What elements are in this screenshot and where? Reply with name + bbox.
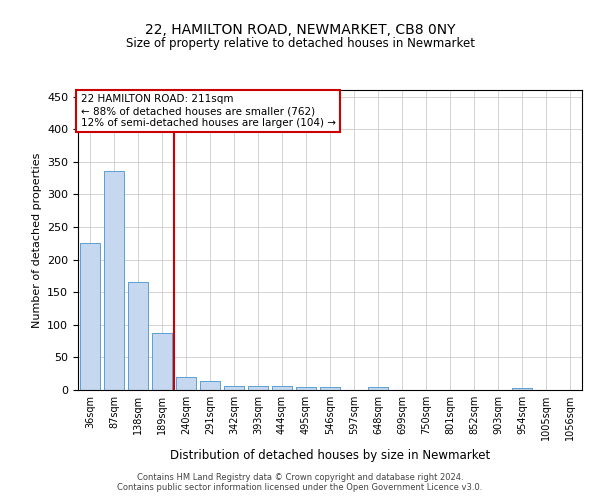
Bar xyxy=(320,386,340,390)
Text: Contains HM Land Registry data © Crown copyright and database right 2024.: Contains HM Land Registry data © Crown c… xyxy=(137,472,463,482)
Bar xyxy=(104,171,124,390)
Text: Size of property relative to detached houses in Newmarket: Size of property relative to detached ho… xyxy=(125,38,475,51)
Bar xyxy=(80,244,100,390)
Bar xyxy=(512,388,532,390)
Y-axis label: Number of detached properties: Number of detached properties xyxy=(32,152,41,328)
Bar xyxy=(176,377,196,390)
Bar xyxy=(224,386,244,390)
Bar xyxy=(272,386,292,390)
Bar xyxy=(128,282,148,390)
Text: Contains public sector information licensed under the Open Government Licence v3: Contains public sector information licen… xyxy=(118,484,482,492)
Text: 22, HAMILTON ROAD, NEWMARKET, CB8 0NY: 22, HAMILTON ROAD, NEWMARKET, CB8 0NY xyxy=(145,22,455,36)
X-axis label: Distribution of detached houses by size in Newmarket: Distribution of detached houses by size … xyxy=(170,448,490,462)
Bar xyxy=(152,332,172,390)
Bar xyxy=(200,381,220,390)
Bar xyxy=(368,388,388,390)
Bar xyxy=(248,386,268,390)
Bar xyxy=(296,388,316,390)
Text: 22 HAMILTON ROAD: 211sqm
← 88% of detached houses are smaller (762)
12% of semi-: 22 HAMILTON ROAD: 211sqm ← 88% of detach… xyxy=(80,94,335,128)
